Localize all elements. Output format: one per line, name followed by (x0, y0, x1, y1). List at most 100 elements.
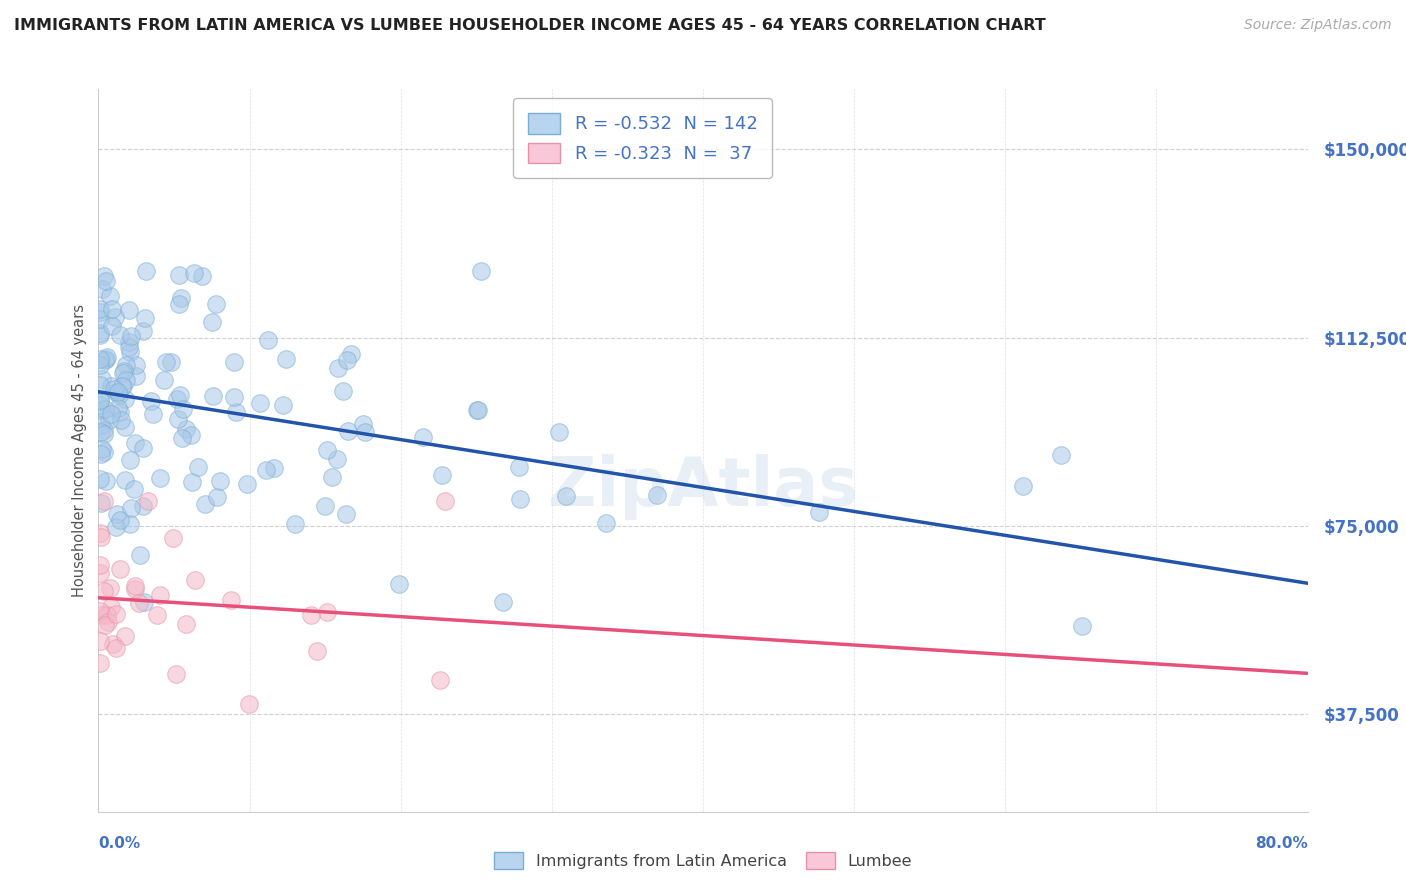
Point (118, 334, 141, 349)
Point (165, 666, 187, 681)
Point (114, 373, 136, 387)
Point (547, 425, 569, 440)
Point (93, 427, 115, 442)
Point (412, 429, 434, 443)
Point (89, 472, 111, 486)
Point (108, 405, 131, 419)
Text: Source: ZipAtlas.com: Source: ZipAtlas.com (1244, 18, 1392, 32)
Point (89, 326, 111, 340)
Point (89, 604, 111, 618)
Point (169, 268, 191, 283)
Point (89, 312, 111, 326)
Point (111, 379, 134, 393)
Point (139, 394, 162, 409)
Point (120, 329, 142, 343)
Point (90, 282, 112, 296)
Point (91, 372, 114, 386)
Point (90, 530, 112, 544)
Point (89, 301, 111, 316)
Point (191, 269, 214, 284)
Point (225, 405, 247, 419)
Point (284, 517, 307, 532)
Point (100, 407, 122, 421)
Point (142, 407, 165, 421)
Point (155, 355, 177, 369)
Point (124, 579, 146, 593)
Point (93, 401, 115, 416)
Point (316, 442, 339, 457)
Point (93, 493, 115, 508)
Point (93, 583, 115, 598)
Point (90, 425, 112, 439)
Point (132, 595, 155, 609)
Point (183, 267, 205, 281)
Legend: Immigrants from Latin America, Lumbee: Immigrants from Latin America, Lumbee (488, 846, 918, 875)
Point (93, 268, 115, 283)
Point (97, 615, 120, 630)
Point (166, 392, 188, 407)
Point (94, 351, 117, 366)
Point (328, 361, 350, 376)
Point (120, 344, 142, 359)
Point (114, 420, 136, 434)
Point (354, 425, 377, 440)
Point (114, 629, 136, 643)
Y-axis label: Householder Income Ages 45 - 64 years: Householder Income Ages 45 - 64 years (72, 304, 87, 597)
Point (145, 608, 167, 623)
Point (205, 297, 228, 311)
Point (254, 463, 277, 477)
Point (100, 600, 122, 615)
Point (104, 607, 127, 622)
Point (492, 595, 515, 609)
Point (170, 430, 193, 444)
Point (89, 378, 111, 392)
Point (128, 596, 150, 610)
Point (89, 352, 111, 367)
Text: 80.0%: 80.0% (1254, 836, 1308, 851)
Point (337, 424, 360, 438)
Point (124, 582, 146, 596)
Point (89, 558, 111, 573)
Point (89, 393, 111, 408)
Point (201, 315, 224, 329)
Point (235, 476, 257, 491)
Point (90, 447, 112, 461)
Point (112, 364, 135, 378)
Point (94, 353, 117, 368)
Point (98, 413, 121, 427)
Point (135, 264, 157, 278)
Point (554, 489, 576, 503)
Point (98, 581, 121, 595)
Point (104, 310, 127, 324)
Point (89, 566, 111, 581)
Text: ZipAtlas: ZipAtlas (548, 454, 858, 519)
Point (136, 493, 159, 508)
Point (249, 396, 271, 410)
Point (132, 441, 155, 455)
Point (194, 497, 217, 511)
Point (118, 516, 141, 531)
Point (124, 435, 146, 450)
Point (174, 616, 197, 631)
Point (107, 401, 129, 415)
Point (180, 428, 202, 442)
Point (111, 379, 134, 393)
Point (93, 617, 115, 632)
Point (167, 297, 190, 311)
Point (90, 608, 112, 623)
Point (315, 606, 337, 620)
Point (89, 633, 111, 648)
Point (89, 305, 111, 319)
Point (108, 327, 131, 342)
Point (187, 459, 209, 474)
Point (429, 673, 451, 688)
Point (105, 507, 128, 521)
Point (162, 531, 184, 545)
Point (352, 417, 374, 431)
Point (108, 562, 131, 576)
Point (134, 311, 156, 326)
Point (96, 608, 118, 623)
Point (96, 350, 118, 364)
Point (107, 384, 129, 399)
Legend: R = -0.532  N = 142, R = -0.323  N =  37: R = -0.532 N = 142, R = -0.323 N = 37 (513, 98, 772, 178)
